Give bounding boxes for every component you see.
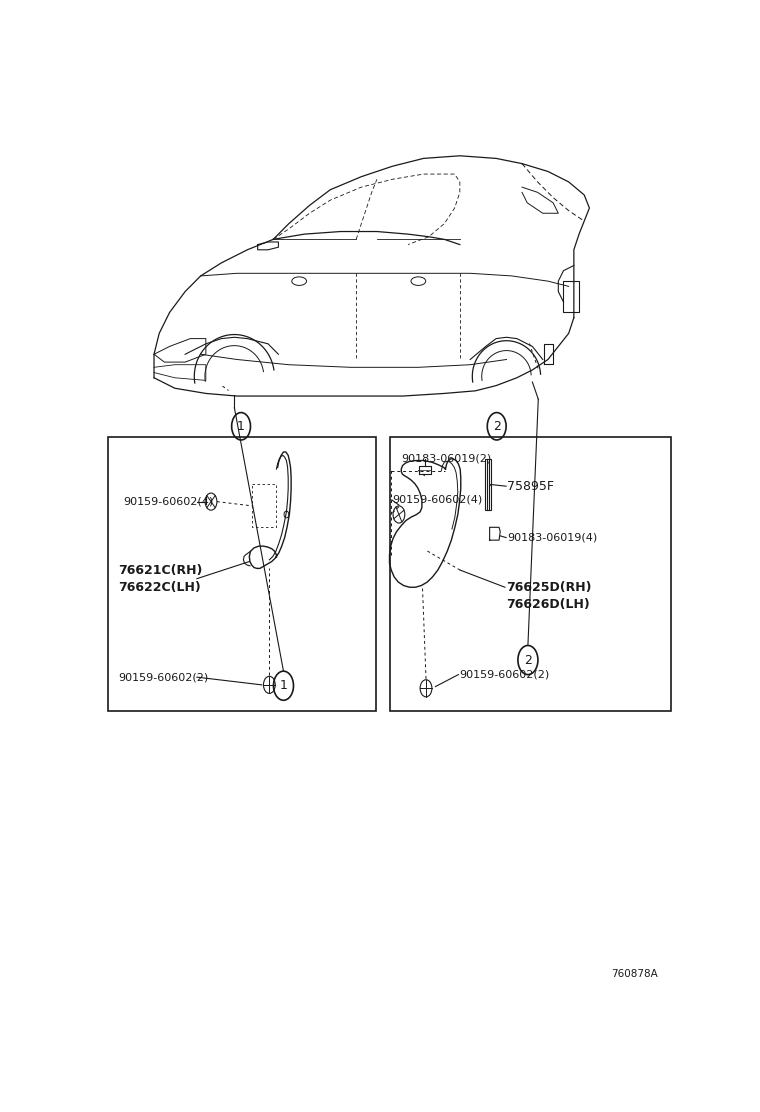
Bar	[389, 437, 671, 712]
Text: 90183-06019(2): 90183-06019(2)	[401, 454, 492, 464]
Text: 90159-60602(2): 90159-60602(2)	[459, 669, 549, 679]
Text: 90159-60602(2): 90159-60602(2)	[119, 672, 209, 682]
Bar	[108, 437, 376, 712]
Text: 2: 2	[524, 654, 532, 666]
Text: 75895F: 75895F	[507, 479, 554, 493]
Text: 760878A: 760878A	[611, 969, 657, 979]
Bar	[485, 459, 491, 510]
Text: 76626D(LH): 76626D(LH)	[506, 598, 590, 610]
Text: 2: 2	[492, 419, 501, 433]
Bar	[563, 281, 579, 312]
Text: 76625D(RH): 76625D(RH)	[506, 580, 591, 594]
Text: 76621C(RH): 76621C(RH)	[119, 564, 203, 577]
Text: 1: 1	[237, 419, 245, 433]
Text: 90159-60602(4): 90159-60602(4)	[123, 497, 214, 507]
Text: 1: 1	[280, 679, 287, 692]
Text: 76622C(LH): 76622C(LH)	[119, 580, 201, 594]
Text: 90183-06019(4): 90183-06019(4)	[507, 533, 597, 543]
Text: 90159-60602(4): 90159-60602(4)	[392, 495, 483, 505]
